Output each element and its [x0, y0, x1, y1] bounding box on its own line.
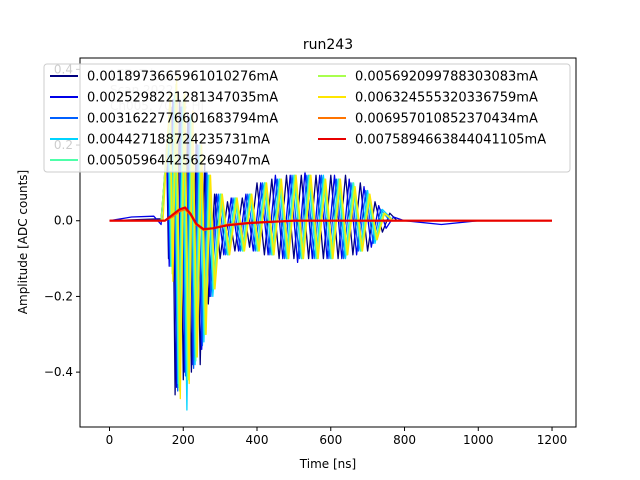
series-line-7	[109, 76, 552, 400]
plot-frame	[79, 57, 577, 428]
legend-label: 0.005059644256269407mA	[87, 154, 270, 169]
y-tick-label: −0.2	[44, 289, 73, 303]
legend-label: 0.0025298221281347035mA	[87, 91, 278, 106]
x-tick-label: 600	[319, 433, 342, 447]
x-tick-label: 800	[393, 433, 416, 447]
x-tick-label: 1000	[463, 433, 494, 447]
legend-label: 0.006957010852370434mA	[355, 112, 538, 127]
y-axis-label: Amplitude [ADC counts]	[16, 170, 30, 314]
legend-label: 0.006324555320336759mA	[355, 91, 538, 106]
x-axis-label: Time [ns]	[299, 457, 356, 471]
series-line-6	[109, 83, 552, 392]
series-layer	[109, 76, 552, 411]
x-tick-label: 400	[246, 433, 269, 447]
x-tick-label: 1200	[537, 433, 568, 447]
x-tick-label: 200	[172, 433, 195, 447]
legend-label: 0.0018973665961010276mA	[87, 70, 278, 85]
chart-title: run243	[303, 37, 353, 53]
series-line-5	[109, 91, 552, 388]
legend-label: 0.0031622776601683794mA	[87, 112, 278, 127]
x-axis-ticks: 0 200 400 600 800 1000 1200	[106, 427, 568, 447]
x-tick-label: 0	[106, 433, 114, 447]
y-tick-label: −0.4	[44, 365, 73, 379]
legend-box	[43, 63, 571, 173]
legend-label: 0.005692099788303083mA	[355, 70, 538, 85]
legend: 0.0018973665961010276mA 0.002529822128134…	[43, 63, 571, 173]
series-line-9	[109, 206, 552, 231]
y-tick-label: 0.0	[54, 214, 73, 228]
legend-label: 0.0075894663844041105mA	[355, 133, 546, 148]
legend-label: 0.004427188724235731mA	[87, 133, 270, 148]
